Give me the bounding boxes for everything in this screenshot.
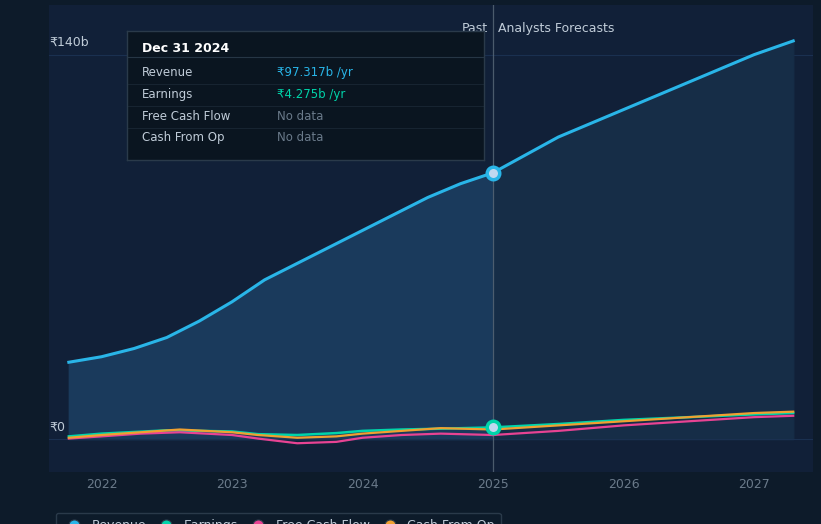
Text: Revenue: Revenue [141, 66, 193, 79]
Text: ₹0: ₹0 [49, 421, 65, 434]
Text: Cash From Op: Cash From Op [141, 132, 224, 145]
Text: ₹140b: ₹140b [49, 36, 89, 49]
Legend: Revenue, Earnings, Free Cash Flow, Cash From Op: Revenue, Earnings, Free Cash Flow, Cash … [56, 512, 501, 524]
Text: Earnings: Earnings [141, 88, 193, 101]
Text: Free Cash Flow: Free Cash Flow [141, 110, 230, 123]
Text: ₹4.275b /yr: ₹4.275b /yr [277, 88, 346, 101]
Text: Past: Past [461, 21, 488, 35]
Text: ₹97.317b /yr: ₹97.317b /yr [277, 66, 353, 79]
Text: No data: No data [277, 132, 323, 145]
Text: No data: No data [277, 110, 323, 123]
Text: Dec 31 2024: Dec 31 2024 [141, 42, 229, 54]
Text: Analysts Forecasts: Analysts Forecasts [498, 21, 615, 35]
